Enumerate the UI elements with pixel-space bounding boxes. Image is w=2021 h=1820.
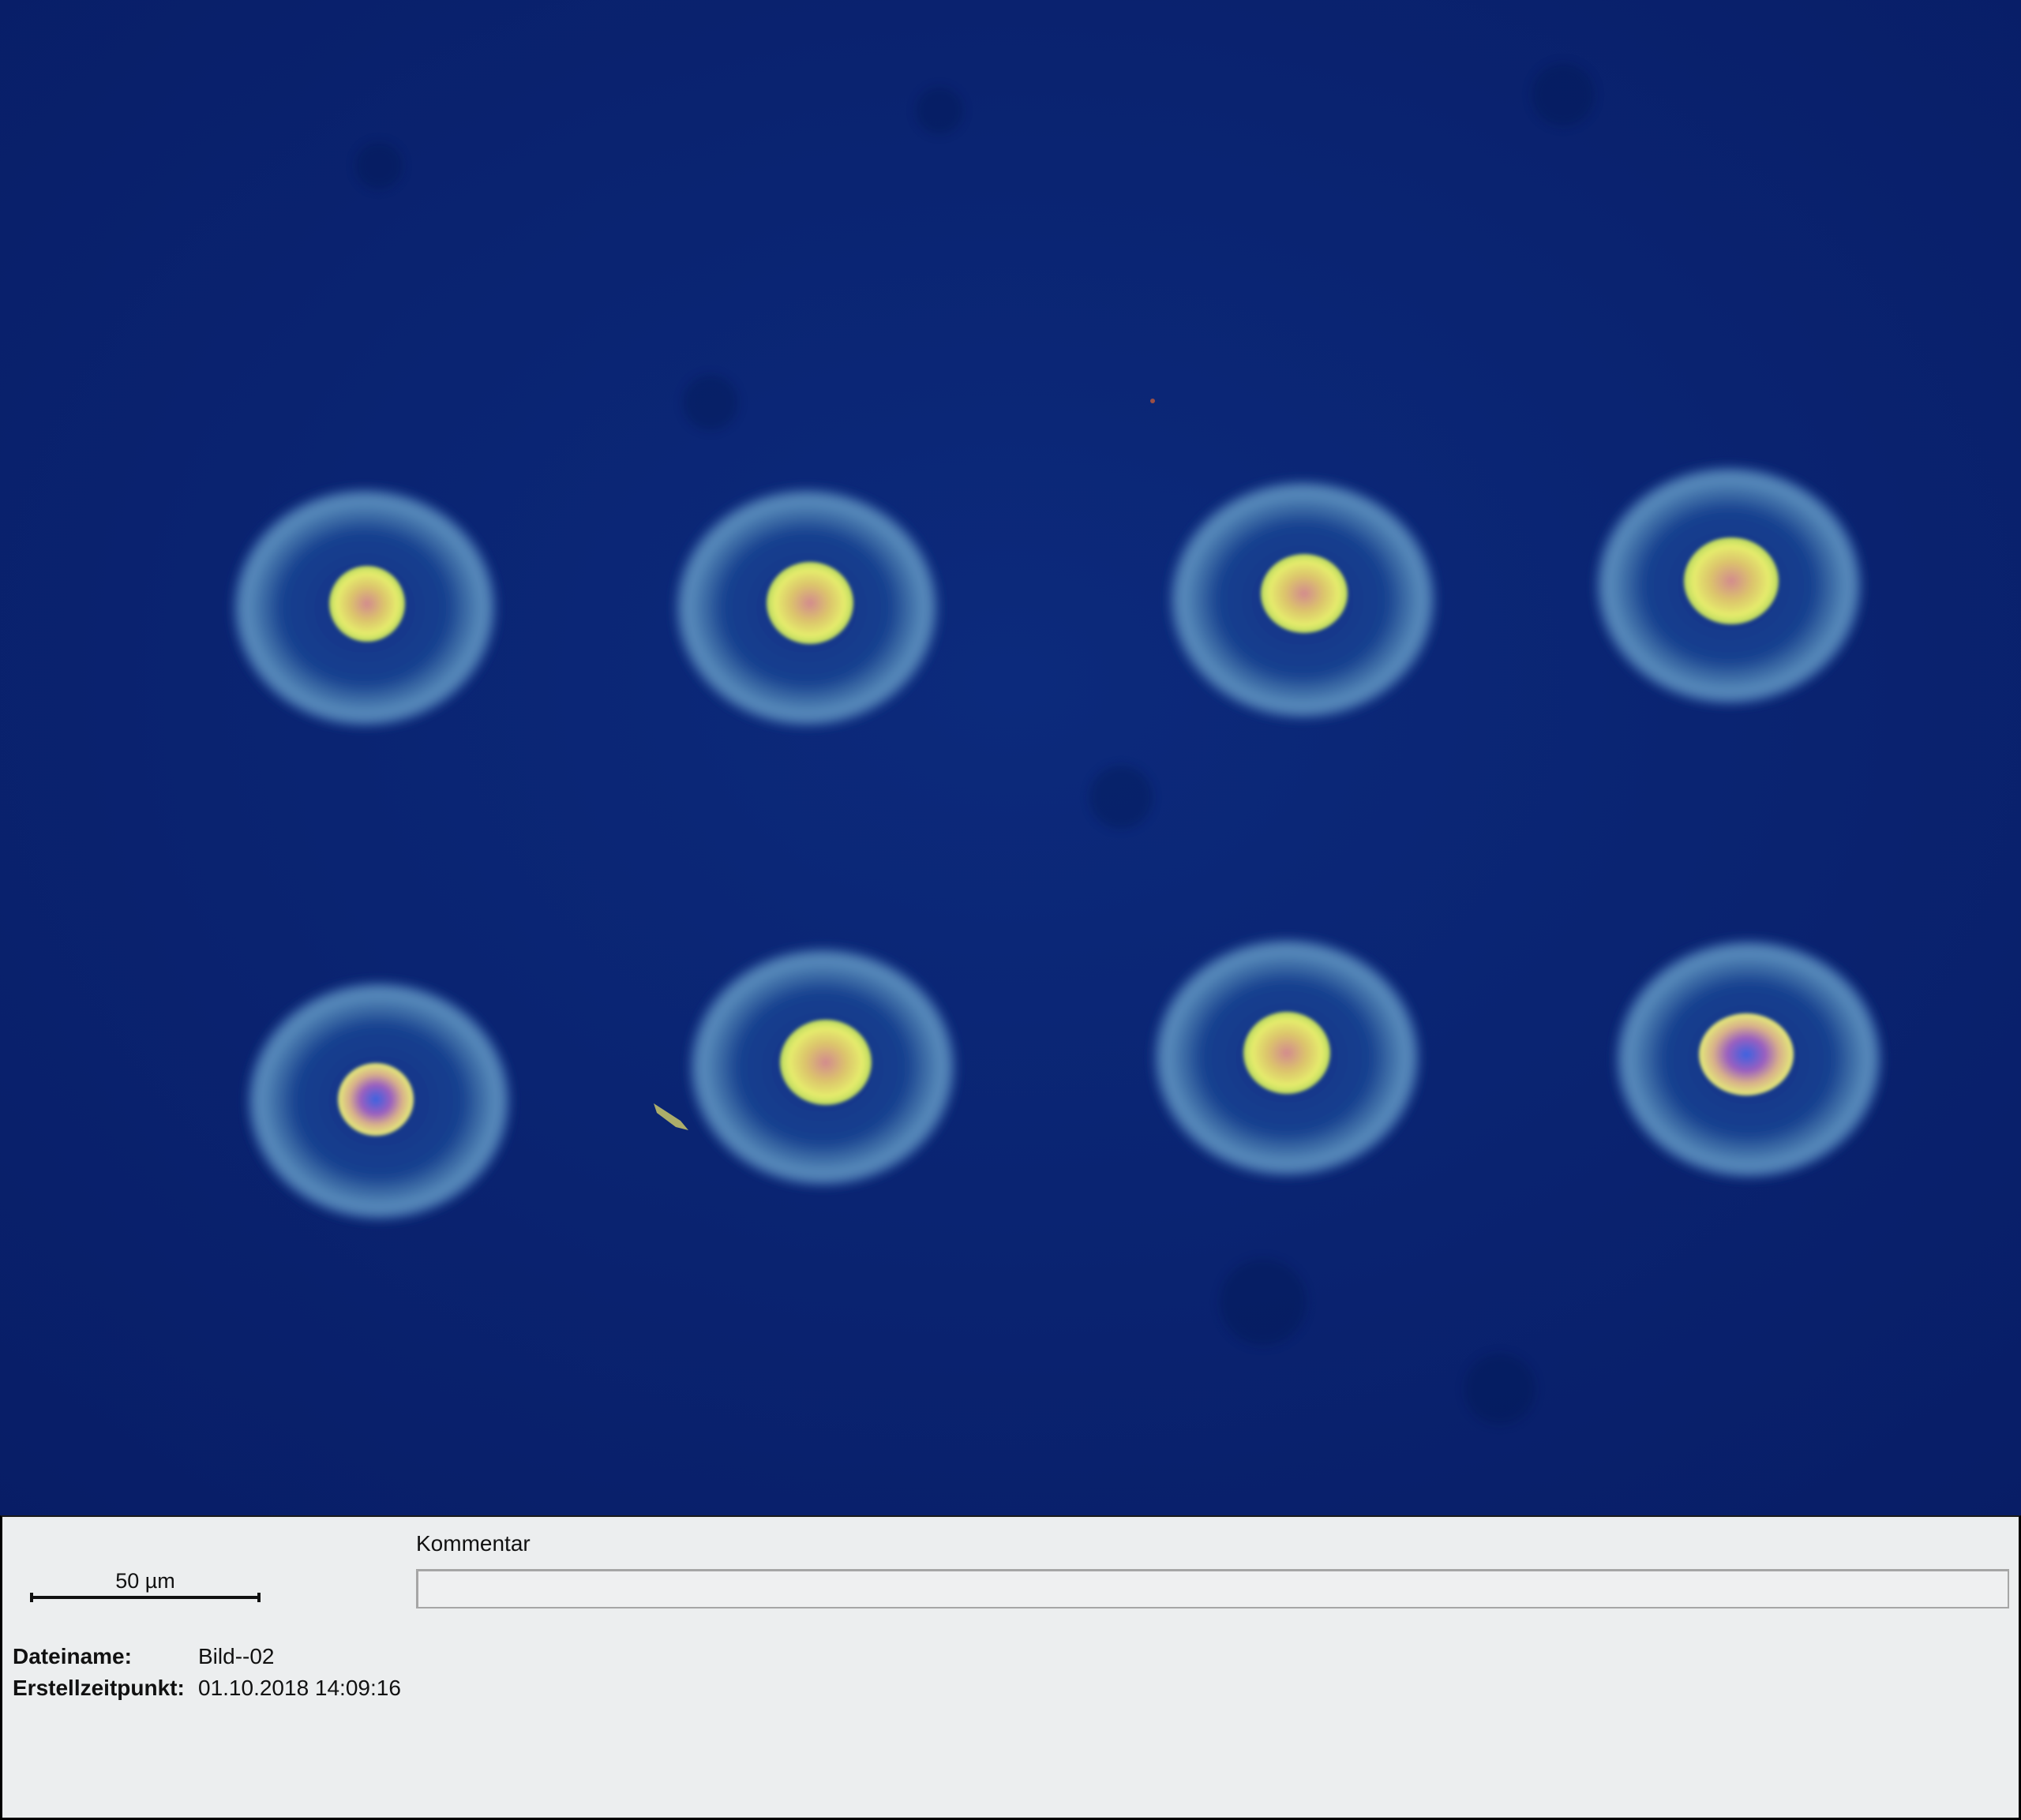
scale-bar-tick-right <box>257 1593 261 1602</box>
micrograph <box>0 0 2021 1515</box>
scale-bar-label: 50 µm <box>115 1569 175 1593</box>
filename-value: Bild--02 <box>198 1644 275 1668</box>
comment-label: Kommentar <box>416 1531 531 1556</box>
created-value: 01.10.2018 14:09:16 <box>198 1676 401 1700</box>
cell-2 <box>674 488 939 728</box>
cell-5 <box>246 981 512 1221</box>
cell-6 <box>688 947 957 1187</box>
cell-7 <box>1153 938 1421 1178</box>
filename-label: Dateiname: <box>13 1644 132 1668</box>
info-panel <box>0 1515 2021 1820</box>
cell-4 <box>1595 466 1863 706</box>
created-label: Erstellzeitpunkt: <box>13 1676 185 1700</box>
scale-bar: 50 µm <box>30 1569 261 1602</box>
comment-field[interactable] <box>416 1569 2009 1608</box>
scale-bar-tick-left <box>30 1593 33 1602</box>
cell-8 <box>1614 939 1883 1179</box>
microscope-image <box>0 0 2021 1515</box>
cell-1 <box>232 488 497 728</box>
debris-particle <box>654 1103 688 1130</box>
scale-bar-line <box>30 1596 261 1599</box>
cell-array <box>232 466 1883 1221</box>
cell-3 <box>1168 480 1437 720</box>
